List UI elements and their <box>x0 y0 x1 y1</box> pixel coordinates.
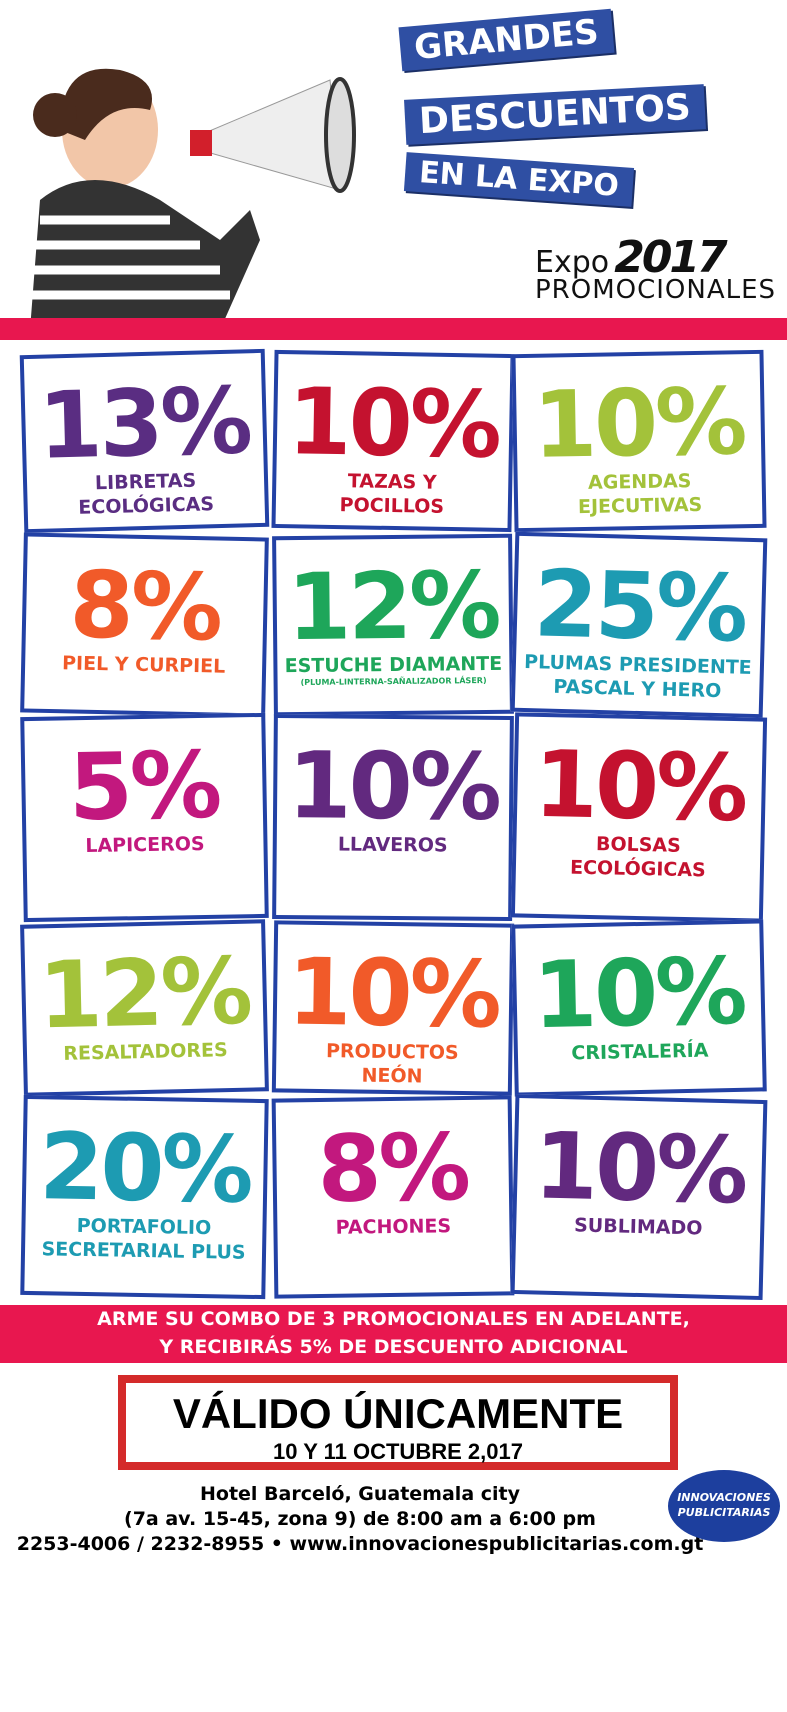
discount-percent: 8% <box>316 1113 469 1224</box>
discount-percent: 5% <box>67 731 220 842</box>
product-label: EJECUTIVAS <box>577 493 703 519</box>
address: (7a av. 15-45, zona 9) de 8:00 am a 6:00… <box>124 1508 596 1530</box>
combo-line: ARME SU COMBO DE 3 PROMOCIONALES EN ADEL… <box>97 1308 690 1330</box>
discount-percent: 10% <box>531 937 746 1050</box>
discount-tile: 10% LLAVEROS <box>272 713 514 922</box>
discount-percent: 10% <box>286 938 500 1049</box>
headline-line: EN LA EXPO <box>403 152 635 207</box>
discount-tile: 10% BOLSAS ECOLÓGICAS <box>510 712 768 923</box>
discount-percent: 10% <box>532 368 746 479</box>
validity-title: VÁLIDO ÚNICAMENTE <box>172 1390 624 1437</box>
product-label: NEÓN <box>361 1064 423 1088</box>
discount-percent: 12% <box>37 937 251 1050</box>
validity-dates: 10 Y 11 OCTUBRE 2,017 <box>273 1439 523 1464</box>
discount-percent: 20% <box>38 1113 252 1224</box>
contact: Hotel Barceló, Guatemala city (7a av. 15… <box>0 1482 720 1557</box>
discount-tile: 12% ESTUCHE DIAMANTE (PLUMA-LINTERNA-SAÑAL… <box>272 533 514 717</box>
discount-tile: 12% RESALTADORES <box>20 919 269 1097</box>
discount-tile: 10% AGENDAS EJECUTIVAS <box>511 349 767 533</box>
combo-banner: ARME SU COMBO DE 3 PROMOCIONALES EN ADEL… <box>0 1305 787 1363</box>
discount-percent: 10% <box>286 368 500 479</box>
venue: Hotel Barceló, Guatemala city <box>200 1483 520 1505</box>
discount-percent: 10% <box>532 730 747 843</box>
expo-year: 2017 <box>614 232 727 283</box>
discount-tile: 5% LAPICEROS <box>20 712 269 923</box>
expo-word: Expo <box>535 245 610 280</box>
discount-percent: 10% <box>532 1112 747 1225</box>
headline-line: DESCUENTOS <box>404 84 706 145</box>
discount-percent: 13% <box>37 367 252 480</box>
product-label: ESTUCHE DIAMANTE <box>284 652 503 678</box>
discount-percent: 25% <box>532 550 747 663</box>
product-label: SECRETARIAL PLUS <box>41 1238 246 1264</box>
product-note: (PLUMA-LINTERNA-SAÑALIZADOR LÁSER) <box>300 676 487 687</box>
product-label: ECOLÓGICAS <box>78 493 215 519</box>
discount-percent: 10% <box>287 732 500 841</box>
company-logo: INNOVACIONES PUBLICITARIAS <box>668 1470 780 1542</box>
pink-bar <box>0 318 787 340</box>
product-label: PIEL Y CURPIEL <box>61 652 226 678</box>
product-label: ECOLÓGICAS <box>569 856 706 882</box>
woman-illustration <box>30 68 356 330</box>
headline-line: GRANDES <box>398 8 615 72</box>
discount-tile: 20% PORTAFOLIO SECRETARIAL PLUS <box>20 1094 269 1300</box>
discount-percent: 8% <box>68 551 222 662</box>
discount-percent: 12% <box>286 551 499 662</box>
product-label: LAPICEROS <box>85 832 205 858</box>
phone-web: 2253-4006 / 2232-8955 • www.innovaciones… <box>16 1533 704 1555</box>
logo-line: INNOVACIONES <box>677 1491 771 1504</box>
discount-tile: 13% LIBRETAS ECOLÓGICAS <box>19 348 270 534</box>
product-label: PACHONES <box>335 1215 452 1239</box>
discount-tile: 25% PLUMAS PRESIDENTE PASCAL Y HERO <box>510 531 768 719</box>
combo-line: Y RECIBIRÁS 5% DE DESCUENTO ADICIONAL <box>159 1336 628 1358</box>
discount-tile: 10% TAZAS Y POCILLOS <box>271 349 515 533</box>
discount-tile: 8% PIEL Y CURPIEL <box>20 532 269 718</box>
product-label: POCILLOS <box>339 494 445 518</box>
validity-stamp: VÁLIDO ÚNICAMENTE 10 Y 11 OCTUBRE 2,017 <box>118 1375 678 1470</box>
expo-logo: Expo 2017 PROMOCIONALES <box>535 232 780 305</box>
discount-tile: 8% PACHONES <box>271 1095 515 1299</box>
expo-name: PROMOCIONALES <box>535 275 777 305</box>
discount-tile: 10% SUBLIMADO <box>510 1093 768 1301</box>
discount-tile: 10% CRISTALERÍA <box>511 919 767 1097</box>
discount-tile: 10% PRODUCTOS NEÓN <box>271 920 515 1096</box>
logo-line: PUBLICITARIAS <box>677 1506 771 1519</box>
